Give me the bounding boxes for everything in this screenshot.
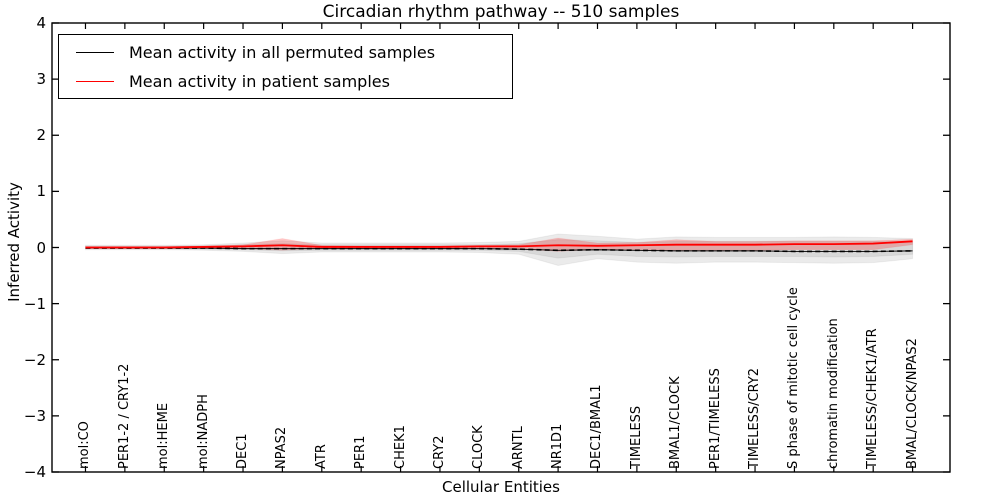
x-tick-label: NR1D1 [550,423,566,469]
x-tick-label: mol:CO [77,421,93,469]
y-tick-label: 3 [36,70,46,89]
legend-label: Mean activity in all permuted samples [129,43,436,62]
y-tick-label: −3 [23,406,46,425]
x-axis-label: Cellular Entities [442,478,560,496]
x-tick-label: mol:NADPH [195,394,211,469]
x-tick-label: CLOCK [471,425,487,469]
x-tick-label: ARNTL [510,426,526,469]
y-tick-label: 4 [36,14,46,32]
y-tick-label: −2 [23,350,46,369]
permuted-mean-line [85,247,913,253]
x-tick-label: chromatin modification [825,318,841,469]
x-tick-label: NPAS2 [274,426,290,469]
x-tick-label: ATR [313,444,329,469]
x-tick-label: DEC1 [235,433,251,469]
legend-item-permuted: Mean activity in all permuted samples [59,38,512,67]
x-tick-label: BMAL/CLOCK/NPAS2 [904,338,920,469]
legend-label: Mean activity in patient samples [129,72,390,91]
legend: Mean activity in all permuted samples Me… [58,34,513,99]
patient-mean-line [85,240,913,249]
x-tick-label: CRY2 [431,435,447,470]
x-tick-label: TIMELESS [628,405,644,469]
x-tick-label: TIMELESS/CHEK1/ATR [865,328,881,469]
x-tick-label: DEC1/BMAL1 [589,384,605,470]
y-tick-label: 2 [36,126,46,145]
x-tick-label: mol:HEME [156,402,172,469]
y-tick-label: −1 [23,294,46,313]
x-tick-label: PER1/TIMELESS [707,368,723,469]
x-tick-label: PER1-2 / CRY1-2 [116,363,132,469]
legend-item-patient: Mean activity in patient samples [59,67,512,96]
permuted-line-swatch [76,52,114,53]
patient-line-swatch [76,81,114,82]
chart-title: Circadian rhythm pathway -- 510 samples [322,2,680,22]
y-tick-label: 0 [36,238,46,257]
x-tick-label: CHEK1 [392,425,408,469]
x-tick-label: S phase of mitotic cell cycle [786,287,802,469]
y-tick-label: 1 [36,182,46,201]
x-tick-label: BMAL1/CLOCK [668,376,684,469]
y-tick-label: −4 [23,463,46,481]
x-tick-label: TIMELESS/CRY2 [747,367,763,469]
permuted-range-outer [84,233,914,266]
x-tick-label: PER1 [353,435,369,469]
